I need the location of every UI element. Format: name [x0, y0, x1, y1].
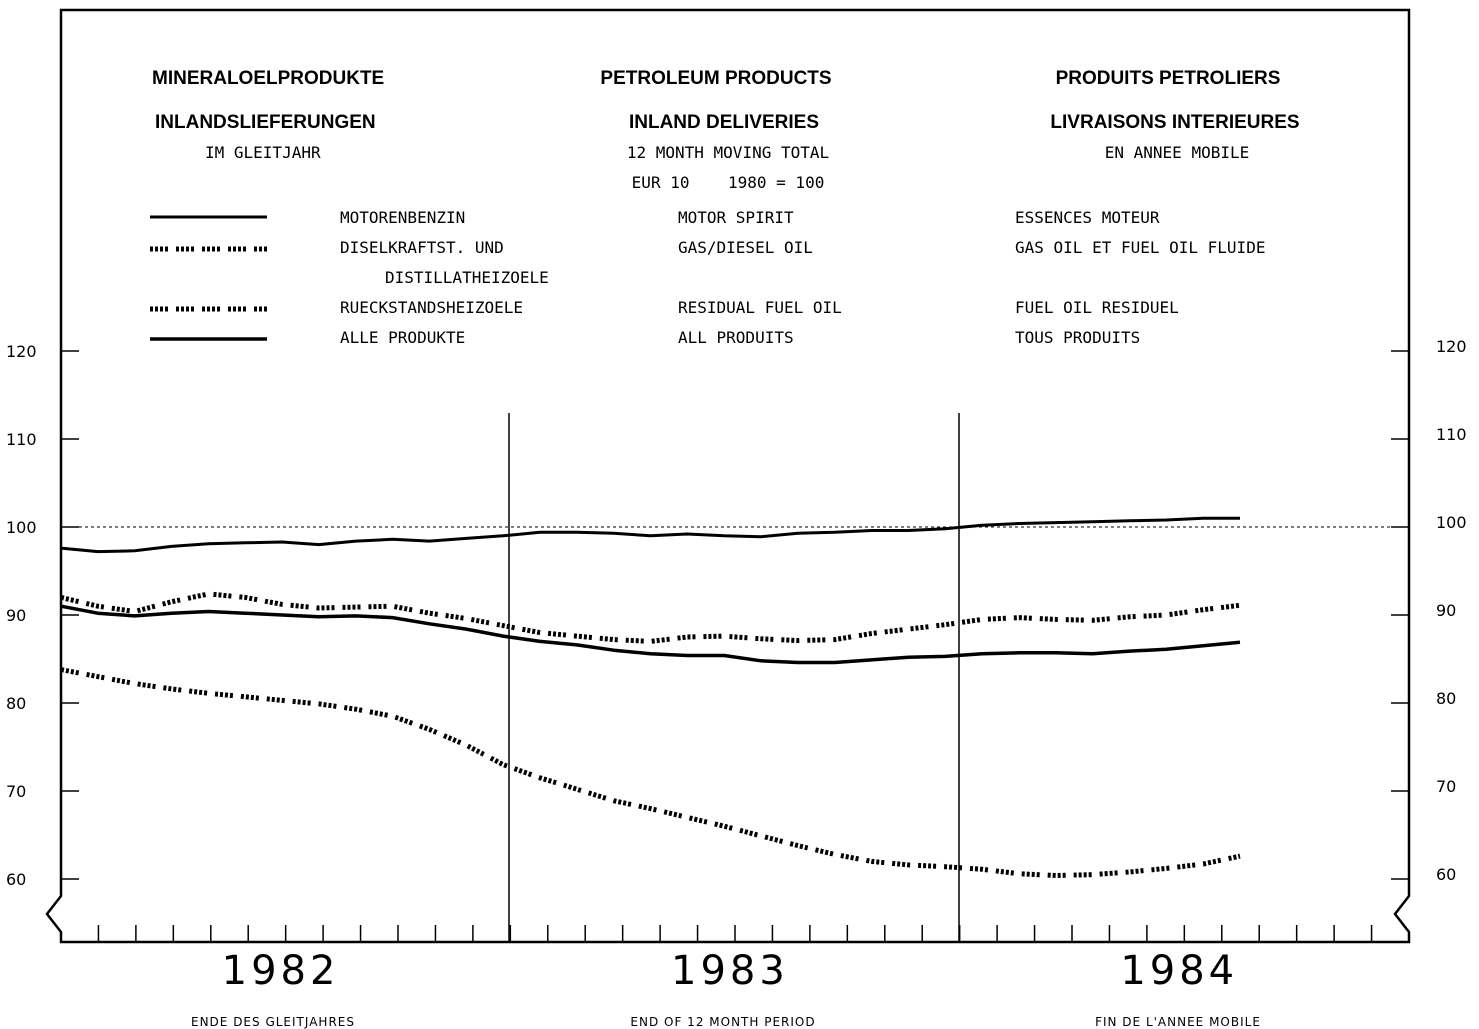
header-fr-title: PRODUITS PETROLIERS: [1056, 68, 1281, 89]
year-label-1983: 1983: [671, 948, 789, 994]
year-label-1982: 1982: [222, 948, 340, 994]
series-line-1: [60, 516, 1240, 554]
footer-de: ENDE DES GLEITJAHRES: [191, 1015, 355, 1029]
legend-fr-gas-diesel: GAS OIL ET FUEL OIL FLUIDE: [1015, 238, 1265, 257]
header-fr-subtitle: LIVRAISONS INTERIEURES: [1050, 112, 1299, 133]
legend-fr-all-products: TOUS PRODUITS: [1015, 328, 1140, 347]
y-tick-label-left-100: 100: [6, 518, 37, 537]
header-de-title: MINERALOELPRODUKTE: [152, 68, 384, 89]
y-tick-label-right-60: 60: [1436, 865, 1456, 884]
header-en-note: 12 MONTH MOVING TOTAL: [627, 143, 829, 162]
legend-en-all-products: ALL PRODUITS: [678, 328, 794, 347]
legend: MOTORENBENZIN MOTOR SPIRIT ESSENCES MOTE…: [150, 208, 1265, 347]
y-tick-label-right-100: 100: [1436, 513, 1467, 532]
header-en-title: PETROLEUM PRODUCTS: [600, 68, 831, 89]
header-en-index: EUR 10 1980 = 100: [632, 173, 825, 192]
y-tick-label-left-110: 110: [6, 430, 37, 449]
x-axis: 1982 1983 1984: [97, 925, 1373, 994]
y-axis: 60 60 70 70 80 80 90 90 100 100 110 110 120 120: [6, 337, 1467, 889]
year-label-1984: 1984: [1120, 948, 1238, 994]
series-line-3: [60, 667, 1241, 878]
y-tick-label-left-60: 60: [6, 870, 26, 889]
legend-de2-gas-diesel: DISTILLATHEIZOELE: [385, 268, 549, 287]
y-tick-label-left-70: 70: [6, 782, 26, 801]
series-line-4: [60, 604, 1241, 665]
header-en-subtitle: INLAND DELIVERIES: [629, 112, 819, 133]
y-tick-label-left-80: 80: [6, 694, 26, 713]
chart-frame: [45, 8, 1411, 944]
header-fr-note: EN ANNEE MOBILE: [1105, 143, 1250, 162]
legend-en-gas-diesel: GAS/DIESEL OIL: [678, 238, 813, 257]
y-tick-label-left-120: 120: [6, 342, 37, 361]
footer-fr: FIN DE L'ANNEE MOBILE: [1095, 1015, 1261, 1029]
y-tick-label-right-70: 70: [1436, 777, 1456, 796]
y-tick-label-right-90: 90: [1436, 601, 1456, 620]
y-tick-label-right-110: 110: [1436, 425, 1467, 444]
header-de-note: IM GLEITJAHR: [205, 143, 321, 162]
y-tick-label-right-120: 120: [1436, 337, 1467, 356]
legend-fr-motor-spirit: ESSENCES MOTEUR: [1015, 208, 1160, 227]
footer-en: END OF 12 MONTH PERIOD: [630, 1015, 815, 1029]
legend-de-motor-spirit: MOTORENBENZIN: [340, 208, 465, 227]
legend-en-residual: RESIDUAL FUEL OIL: [678, 298, 842, 317]
y-tick-label-right-80: 80: [1436, 689, 1456, 708]
series-lines: [60, 516, 1241, 878]
legend-de-all-products: ALLE PRODUKTE: [340, 328, 465, 347]
y-tick-label-left-90: 90: [6, 606, 26, 625]
header-de-subtitle: INLANDSLIEFERUNGEN: [155, 112, 376, 133]
legend-de-residual: RUECKSTANDSHEIZOELE: [340, 298, 523, 317]
series-line-2: [60, 591, 1241, 644]
legend-en-motor-spirit: MOTOR SPIRIT: [678, 208, 794, 227]
legend-fr-residual: FUEL OIL RESIDUEL: [1015, 298, 1179, 317]
legend-de-gas-diesel: DISELKRAFTST. UND: [340, 238, 504, 257]
